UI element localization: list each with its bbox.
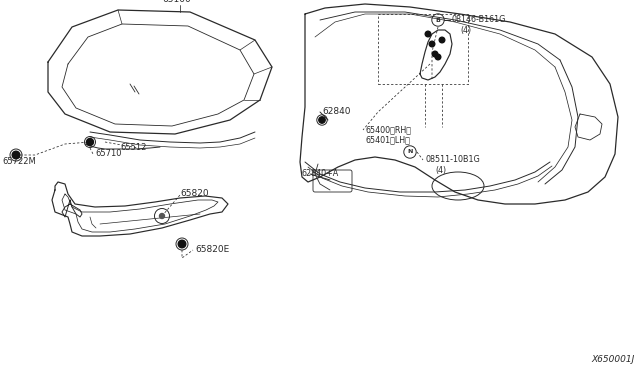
Text: 65100: 65100 — [162, 0, 191, 4]
Text: 65820E: 65820E — [195, 246, 229, 254]
Text: 08146-B161G: 08146-B161G — [452, 16, 506, 25]
Text: 62840: 62840 — [322, 108, 351, 116]
Circle shape — [178, 240, 186, 248]
Text: 65710: 65710 — [95, 150, 122, 158]
Circle shape — [86, 138, 93, 145]
Circle shape — [435, 54, 441, 60]
Text: 08511-10B1G: 08511-10B1G — [425, 155, 480, 164]
Text: 65512: 65512 — [120, 144, 147, 153]
Circle shape — [12, 151, 20, 159]
Text: 62840+A: 62840+A — [302, 170, 339, 179]
Circle shape — [429, 41, 435, 47]
Text: (4): (4) — [460, 26, 471, 35]
Circle shape — [425, 31, 431, 37]
Circle shape — [159, 214, 164, 218]
Circle shape — [319, 117, 325, 123]
Circle shape — [439, 37, 445, 43]
Text: 65722M: 65722M — [2, 157, 36, 167]
Text: B: B — [436, 17, 440, 22]
Circle shape — [432, 51, 438, 57]
Text: 65401〈LH〉: 65401〈LH〉 — [365, 135, 410, 144]
Text: 65400〈RH〉: 65400〈RH〉 — [365, 125, 411, 135]
Text: 65820: 65820 — [180, 189, 209, 199]
Text: X650001J: X650001J — [592, 355, 635, 364]
Text: (4): (4) — [435, 166, 446, 174]
Text: N: N — [407, 150, 413, 154]
